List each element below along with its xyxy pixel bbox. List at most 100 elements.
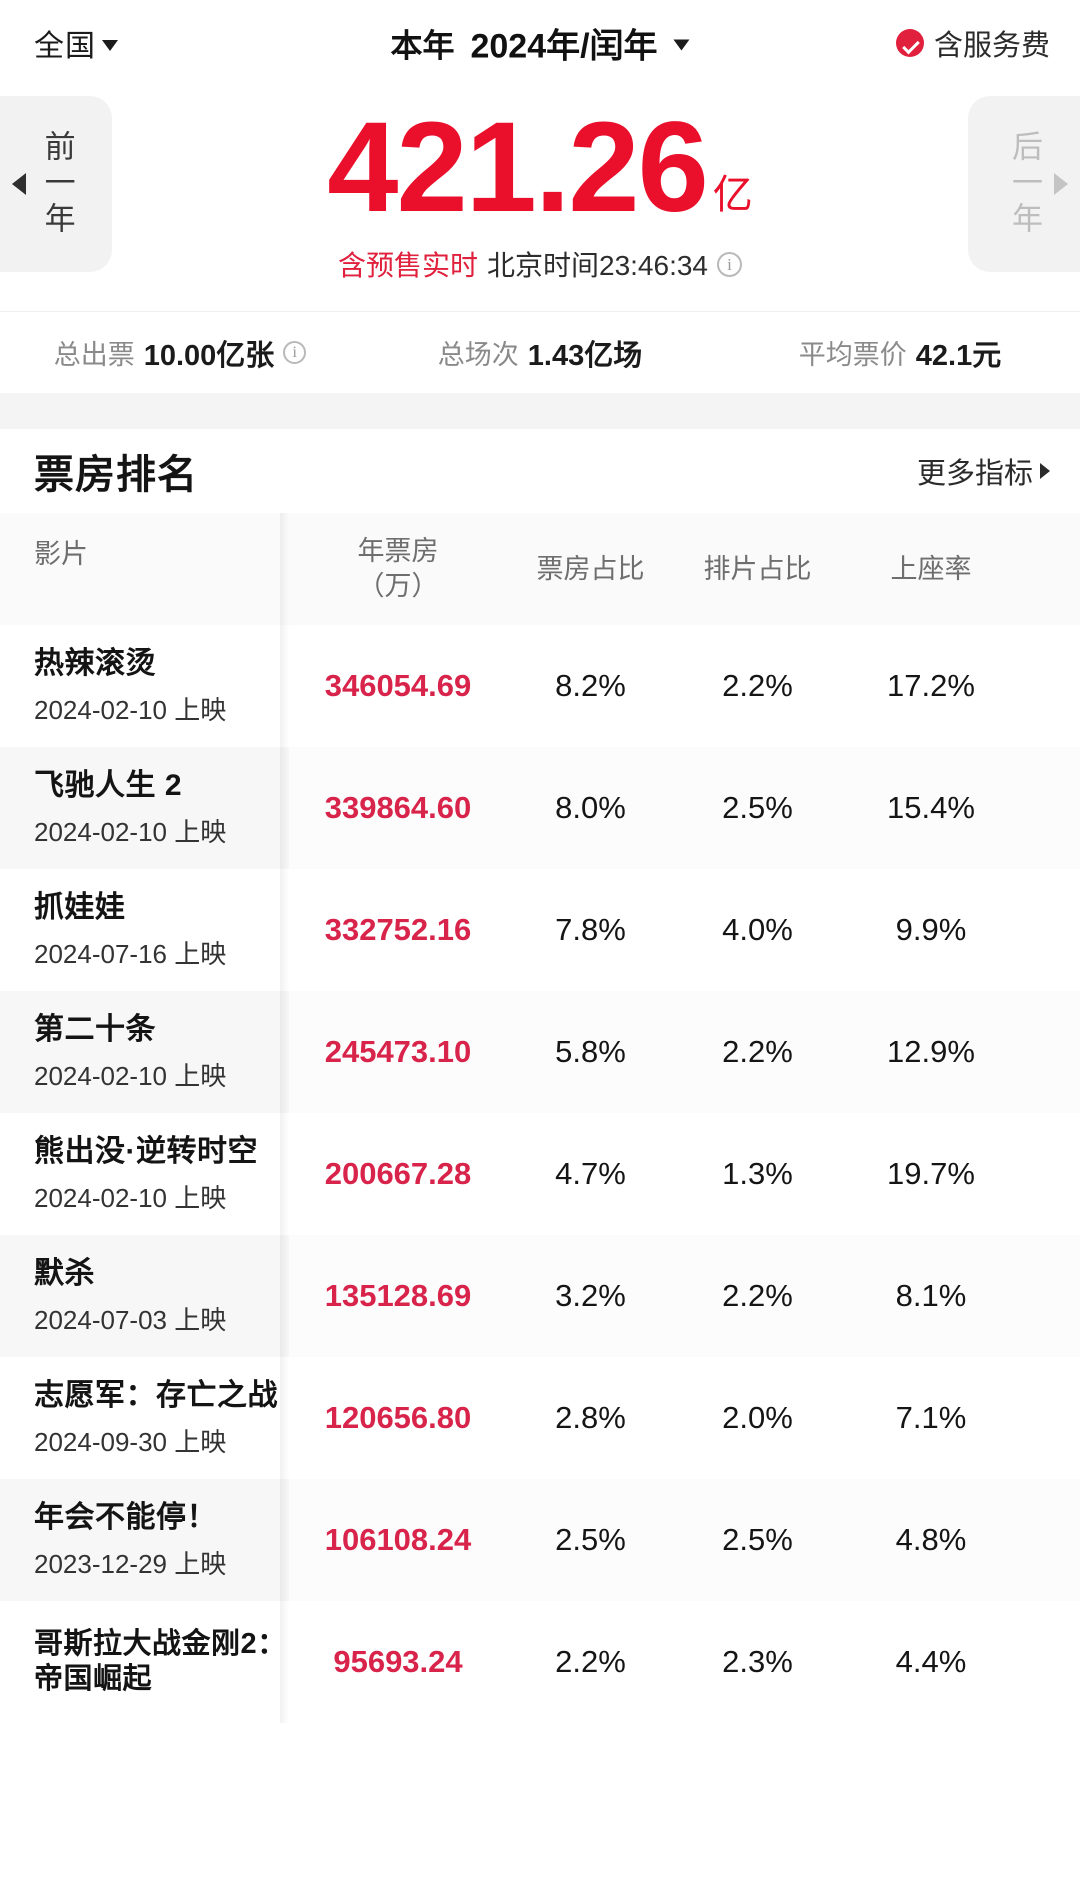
- table-row[interactable]: 哥斯拉大战金刚2： 帝国崛起 95693.24 2.2% 2.3% 4.4%: [0, 1601, 1080, 1723]
- cell-schedule-value: 4.0%: [722, 912, 793, 947]
- table-row[interactable]: 年会不能停！ 2023-12-29 上映 106108.24 2.5% 2.5% 4.8%: [0, 1479, 1080, 1601]
- cell-metrics: 346054.69 8.2% 2.2% 17.2%: [289, 625, 1080, 747]
- ranking-section-header: 票房排名 更多指标: [0, 429, 1080, 513]
- cell-attendance: 15.4%: [841, 790, 1021, 826]
- cell-metrics: 339864.60 8.0% 2.5% 15.4%: [289, 747, 1080, 869]
- table-row[interactable]: 热辣滚烫 2024-02-10 上映 346054.69 8.2% 2.2% 17.2%: [0, 625, 1080, 747]
- stat-total-tickets: 总出票 10.00亿张 i: [0, 332, 360, 374]
- table-row[interactable]: 志愿军：存亡之战 2024-09-30 上映 120656.80 2.8% 2.0% 7.…: [0, 1357, 1080, 1479]
- cell-schedule-value: 2.5%: [722, 1522, 793, 1557]
- cell-film[interactable]: 志愿军：存亡之战 2024-09-30 上映: [0, 1357, 289, 1479]
- table-row[interactable]: 抓娃娃 2024-07-16 上映 332752.16 7.8% 4.0% 9.9%: [0, 869, 1080, 991]
- triangle-left-icon: [12, 173, 26, 195]
- cell-boxoffice: 95693.24: [289, 1644, 507, 1680]
- cell-attendance: 17.2%: [841, 668, 1021, 704]
- cell-boxoffice: 339864.60: [289, 790, 507, 826]
- presale-note-label: 含预售实时: [337, 250, 479, 281]
- cell-attendance: 8.1%: [841, 1278, 1021, 1314]
- cell-film[interactable]: 热辣滚烫 2024-02-10 上映: [0, 625, 289, 747]
- header-cell-schedule[interactable]: 排片占比: [674, 552, 841, 587]
- info-icon[interactable]: i: [283, 341, 307, 364]
- table-row[interactable]: 飞驰人生 2 2024-02-10 上映 339864.60 8.0% 2.5% 15.4…: [0, 747, 1080, 869]
- more-metrics-label: 更多指标: [916, 458, 1033, 490]
- cell-share: 2.5%: [507, 1522, 674, 1558]
- next-year-label: 后一年: [1007, 130, 1042, 238]
- more-metrics-button[interactable]: 更多指标: [917, 450, 1050, 492]
- cell-share-value: 2.5%: [555, 1522, 626, 1557]
- header-boxoffice-line2: （万）: [357, 571, 439, 601]
- cell-attendance: 4.8%: [841, 1522, 1021, 1558]
- cell-film[interactable]: 默杀 2024-07-03 上映: [0, 1235, 289, 1357]
- period-selector[interactable]: 本年 2024年/闰年: [390, 19, 690, 68]
- cell-share: 2.8%: [507, 1400, 674, 1436]
- stat-label: 总场次: [437, 340, 519, 370]
- region-selector[interactable]: 全国: [34, 21, 118, 65]
- cell-attendance-value: 17.2%: [887, 668, 975, 703]
- header-cell-share[interactable]: 票房占比: [507, 552, 674, 587]
- table-row[interactable]: 熊出没·逆转时空 2024-02-10 上映 200667.28 4.7% 1.3% 19…: [0, 1113, 1080, 1235]
- prev-year-button[interactable]: 前一年: [0, 96, 112, 272]
- cell-film[interactable]: 飞驰人生 2 2024-02-10 上映: [0, 747, 289, 869]
- cell-share-value: 2.8%: [555, 1400, 626, 1435]
- cell-boxoffice: 332752.16: [289, 912, 507, 948]
- film-title: 哥斯拉大战金刚2： 帝国崛起: [34, 1628, 287, 1695]
- realtime-note: 含预售实时 北京时间23:46:34 i: [337, 244, 743, 284]
- boxoffice-table: 影片 年票房 （万） 票房占比 排片占比 上座率 热辣滚烫 2024-02-10 …: [0, 513, 1080, 1723]
- cell-schedule-value: 2.2%: [722, 668, 793, 703]
- table-row[interactable]: 默杀 2024-07-03 上映 135128.69 3.2% 2.2% 8.1%: [0, 1235, 1080, 1357]
- header-share-label: 票房占比: [536, 553, 645, 584]
- cell-share-value: 5.8%: [555, 1034, 626, 1069]
- info-icon[interactable]: i: [717, 251, 743, 277]
- cell-schedule-value: 2.2%: [722, 1034, 793, 1069]
- header-schedule-label: 排片占比: [703, 553, 812, 584]
- service-fee-toggle[interactable]: 含服务费: [895, 22, 1050, 64]
- cell-attendance-value: 15.4%: [887, 790, 975, 825]
- period-year-label: 2024年/闰年: [470, 27, 658, 66]
- film-release-date: 2024-02-10 上映: [34, 694, 227, 725]
- cell-share: 8.2%: [507, 668, 674, 704]
- header-cell-boxoffice[interactable]: 年票房 （万）: [289, 534, 507, 603]
- cell-film[interactable]: 熊出没·逆转时空 2024-02-10 上映: [0, 1113, 289, 1235]
- beijing-time-label: 北京时间23:46:34: [487, 250, 709, 281]
- hero-section: 前一年 421.26 亿 含预售实时 北京时间23:46:34 i 后一年: [0, 86, 1080, 311]
- cell-attendance-value: 4.8%: [895, 1522, 967, 1557]
- stat-value: 10.00亿张: [143, 339, 275, 372]
- header-attendance-label: 上座率: [890, 553, 972, 584]
- cell-attendance: 4.4%: [841, 1644, 1021, 1680]
- cell-schedule: 2.0%: [674, 1400, 841, 1436]
- header-metric-cells: 年票房 （万） 票房占比 排片占比 上座率: [289, 513, 1080, 625]
- film-release-date: 2023-12-29 上映: [34, 1548, 227, 1579]
- triangle-right-icon: [1040, 463, 1050, 479]
- cell-share: 2.2%: [507, 1644, 674, 1680]
- cell-boxoffice-value: 95693.24: [333, 1644, 463, 1679]
- cell-schedule-value: 2.5%: [722, 790, 793, 825]
- stat-value: 42.1元: [915, 339, 1002, 372]
- top-bar: 全国 本年 2024年/闰年 含服务费: [0, 0, 1080, 86]
- table-row[interactable]: 第二十条 2024-02-10 上映 245473.10 5.8% 2.2% 12.9%: [0, 991, 1080, 1113]
- next-year-button[interactable]: 后一年: [968, 96, 1080, 272]
- cell-film[interactable]: 第二十条 2024-02-10 上映: [0, 991, 289, 1113]
- cell-share-value: 8.0%: [555, 790, 626, 825]
- stat-value: 1.43亿场: [527, 339, 643, 372]
- cell-film[interactable]: 抓娃娃 2024-07-16 上映: [0, 869, 289, 991]
- cell-metrics: 120656.80 2.8% 2.0% 7.1%: [289, 1357, 1080, 1479]
- cell-share-value: 3.2%: [555, 1278, 626, 1313]
- cell-metrics: 332752.16 7.8% 4.0% 9.9%: [289, 869, 1080, 991]
- check-circle-icon: [895, 29, 924, 57]
- cell-boxoffice-value: 245473.10: [324, 1034, 472, 1069]
- film-title: 志愿军：存亡之战: [34, 1378, 278, 1412]
- header-cell-attendance[interactable]: 上座率: [841, 552, 1021, 587]
- stat-total-screenings: 总场次 1.43亿场: [360, 332, 720, 374]
- section-divider: [0, 393, 1080, 429]
- chevron-down-icon: [102, 39, 118, 51]
- film-title: 熊出没·逆转时空: [34, 1134, 258, 1168]
- header-film-label: 影片: [34, 539, 88, 569]
- cell-film[interactable]: 年会不能停！ 2023-12-29 上映: [0, 1479, 289, 1601]
- table-header-row: 影片 年票房 （万） 票房占比 排片占比 上座率: [0, 513, 1080, 625]
- header-boxoffice-line1: 年票房: [357, 536, 439, 567]
- cell-share-value: 7.8%: [555, 912, 626, 947]
- region-label: 全国: [34, 30, 96, 63]
- cell-schedule: 1.3%: [674, 1156, 841, 1192]
- cell-schedule: 2.2%: [674, 1034, 841, 1070]
- cell-film[interactable]: 哥斯拉大战金刚2： 帝国崛起: [0, 1601, 289, 1723]
